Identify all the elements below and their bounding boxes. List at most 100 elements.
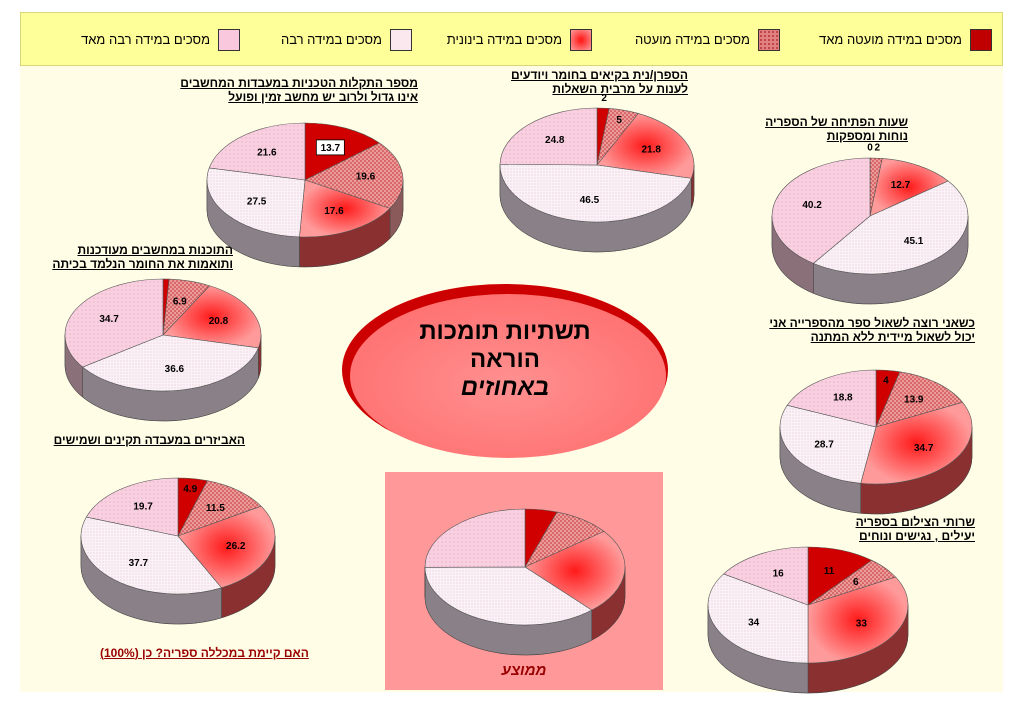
pie-value-label: 34 bbox=[748, 617, 760, 628]
pie-slice bbox=[786, 369, 877, 428]
pie-value-label: 36.6 bbox=[165, 364, 185, 375]
chart-title-line2: יעילים , נגישים ונוחים bbox=[859, 529, 975, 543]
chart-title-librarian-knowledge: הספרן/נית בקיאים בחומר ויודעים לענות על … bbox=[511, 68, 688, 96]
chart-title-line2: ותואמות את החומר הנלמד בכיתה bbox=[52, 257, 233, 271]
pie-slice bbox=[162, 285, 262, 349]
pie-value-label: 24.8 bbox=[545, 135, 565, 146]
pie-slice bbox=[807, 546, 873, 606]
chart-title-line1: האביזרים במעבדה תקינים ושמישים bbox=[53, 433, 245, 447]
pie-value-label: 21.6 bbox=[257, 147, 277, 158]
pie-slice bbox=[85, 477, 179, 537]
pie-slice bbox=[807, 576, 909, 664]
pie-value-label: 13.9 bbox=[904, 395, 924, 406]
pie-value-label: 5 bbox=[616, 115, 622, 126]
pie-slice bbox=[596, 113, 695, 179]
pie-slice bbox=[707, 573, 809, 664]
chart-title-line2: יכול לשאול מיידית ללא המתנה bbox=[810, 330, 975, 344]
pie-value-label: 17.6 bbox=[324, 206, 344, 217]
pie-value-label: 19.6 bbox=[356, 172, 376, 183]
pie-lab-equipment: 4.9 11.5 26.2 37.7 19.7 bbox=[80, 477, 276, 625]
pie-value-label: 6 bbox=[853, 577, 859, 588]
pie-value-label: 20.8 bbox=[209, 316, 229, 327]
pie-slice bbox=[499, 163, 692, 223]
pie-value-label: 46.5 bbox=[580, 195, 600, 206]
center-title-oval bbox=[340, 282, 670, 462]
pie-librarian-knowledge: 25 21.8 46.5 24.8 bbox=[499, 93, 695, 253]
chart-title-line1: מספר התקלות הטכניות במעבדות המחשבים bbox=[180, 76, 418, 90]
pie-library-hours: 0 2 12.7 45.1 40.2 bbox=[771, 143, 969, 305]
chart-title-line1: הספרן/נית בקיאים בחומר ויודעים bbox=[511, 68, 688, 82]
pie-value-label: 37.7 bbox=[129, 558, 149, 569]
pie-value-label: 6.9 bbox=[173, 297, 187, 308]
legend-item-very-high: מסכים במידה רבה מאד bbox=[40, 29, 240, 51]
legend-swatch-very-low bbox=[970, 29, 992, 51]
average-label: ממוצע bbox=[501, 662, 547, 679]
pie-software-updated: 6.9 20.8 36.6 34.7 bbox=[64, 278, 262, 422]
legend-label-low: מסכים במידה מועטה bbox=[634, 32, 750, 47]
pie-value-label: 16 bbox=[773, 568, 785, 579]
pie-slice bbox=[208, 122, 306, 181]
pie-value-label: 21.8 bbox=[641, 145, 661, 156]
center-title-line3: באחוזים bbox=[460, 374, 550, 401]
chart-title-book-availability: כשאני רוצה לשאול ספר מהספרייה אני יכול ל… bbox=[769, 316, 975, 344]
legend-item-very-low: מסכים במידה מועטה מאד bbox=[792, 29, 992, 51]
pie-slice bbox=[299, 179, 391, 238]
legend-swatch-high bbox=[390, 29, 412, 51]
chart-title-tech-failures: מספר התקלות הטכניות במעבדות המחשבים אינו… bbox=[180, 76, 418, 104]
pie-value-label: 2 bbox=[601, 93, 607, 104]
pie-value-label: 18.8 bbox=[833, 393, 853, 404]
pie-slice bbox=[80, 516, 223, 595]
pie-value-label: 2 bbox=[874, 143, 880, 154]
pie-library-book-availability: 4 13.9 34.7 28.7 18.8 bbox=[779, 369, 973, 515]
pie-value-label: 34.7 bbox=[914, 443, 934, 454]
center-title-line2: הוראה bbox=[470, 346, 540, 373]
chart-title-line2: נוחות ומספקות bbox=[826, 129, 908, 143]
pie-value-label: 4.9 bbox=[183, 484, 197, 495]
pie-slice bbox=[812, 180, 969, 275]
chart-title-line1: שרותי הצילום בספריה bbox=[855, 515, 975, 529]
pie-value-label: 13.7 bbox=[321, 143, 341, 154]
chart-title-library-hours: שעות הפתיחה של הספריה נוחות ומספקות bbox=[765, 115, 908, 143]
pie-slice bbox=[723, 546, 809, 606]
pie-slice bbox=[177, 480, 262, 537]
legend-label-very-high: מסכים במידה רבה מאד bbox=[81, 32, 210, 47]
pie-value-label: 45.1 bbox=[904, 236, 924, 247]
pie-value-label: 11 bbox=[824, 566, 835, 577]
chart-title-lab-equipment: האביזרים במעבדה תקינים ושמישים bbox=[54, 433, 245, 447]
pie-slice bbox=[82, 334, 259, 392]
pie-slice bbox=[771, 157, 871, 264]
legend-item-medium: מסכים במידה בינונית bbox=[422, 29, 592, 51]
pie-value-label: 27.5 bbox=[247, 196, 267, 207]
pie-average bbox=[424, 508, 626, 656]
chart-title-line1: שעות הפתיחה של הספריה bbox=[765, 115, 908, 129]
pie-slice bbox=[499, 107, 598, 166]
pie-value-label: 40.2 bbox=[802, 200, 822, 211]
pie-slice bbox=[860, 402, 973, 485]
pie-value-label: 11.5 bbox=[206, 503, 225, 514]
pie-slice bbox=[64, 278, 164, 368]
legend-item-low: מסכים במידה מועטה bbox=[600, 29, 780, 51]
pie-value-label: 19.7 bbox=[133, 502, 153, 513]
pie-tech-failures: 13.7 19.6 17.6 27.5 21.6 bbox=[206, 122, 404, 268]
pie-slice bbox=[304, 142, 404, 209]
pie-slice bbox=[524, 531, 626, 611]
pie-copy-services: 11 6 33 34 16 bbox=[707, 546, 909, 694]
pie-value-label: 12.7 bbox=[891, 180, 911, 191]
pie-value-label: 33 bbox=[856, 618, 868, 629]
chart-title-line2: אינו גדול ולרוב יש מחשב זמין ופועל bbox=[228, 90, 418, 104]
legend-swatch-low bbox=[758, 29, 780, 51]
legend-label-very-low: מסכים במידה מועטה מאד bbox=[819, 32, 962, 47]
pie-value-label: 4 bbox=[883, 376, 889, 387]
pie-slice bbox=[869, 158, 949, 217]
pie-value-label: 34.7 bbox=[99, 314, 119, 325]
pie-slice bbox=[206, 167, 306, 238]
legend-label-high: מסכים במידה רבה bbox=[280, 32, 382, 47]
pie-value-label: 0 bbox=[867, 143, 873, 154]
pie-value-label: 28.7 bbox=[814, 439, 834, 450]
legend-label-medium: מסכים במידה בינונית bbox=[446, 32, 562, 47]
center-title: תשתיות תומכות הוראה באחוזים bbox=[350, 318, 660, 402]
chart-title-line2: לענות על מרבית השאלות bbox=[552, 82, 688, 96]
library-exists-question: האם קיימת במכללה ספריה? כן (100%) bbox=[100, 646, 309, 660]
pie-slice bbox=[424, 566, 593, 626]
